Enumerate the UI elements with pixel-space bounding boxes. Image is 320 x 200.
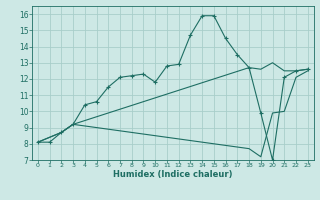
X-axis label: Humidex (Indice chaleur): Humidex (Indice chaleur) — [113, 170, 233, 179]
